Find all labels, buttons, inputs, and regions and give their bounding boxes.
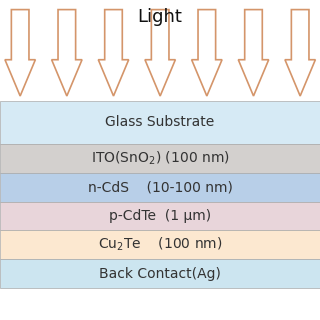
Polygon shape bbox=[98, 10, 129, 96]
Text: n-CdS    (10-100 nm): n-CdS (10-100 nm) bbox=[88, 180, 232, 194]
Polygon shape bbox=[238, 10, 269, 96]
Polygon shape bbox=[285, 10, 315, 96]
Bar bbox=[0, 259, 320, 288]
Text: p-CdTe  (1 μm): p-CdTe (1 μm) bbox=[109, 209, 211, 223]
Bar bbox=[0, 144, 320, 173]
Polygon shape bbox=[5, 10, 35, 96]
Polygon shape bbox=[145, 10, 175, 96]
Text: Back Contact(Ag): Back Contact(Ag) bbox=[99, 267, 221, 281]
Text: ITO(SnO$_2$) (100 nm): ITO(SnO$_2$) (100 nm) bbox=[91, 150, 229, 167]
Bar bbox=[0, 202, 320, 230]
Bar bbox=[0, 173, 320, 202]
Bar bbox=[0, 230, 320, 259]
Bar bbox=[0, 101, 320, 144]
Text: Glass Substrate: Glass Substrate bbox=[105, 116, 215, 129]
Text: Light: Light bbox=[138, 8, 182, 26]
Polygon shape bbox=[52, 10, 82, 96]
Text: Cu$_2$Te    (100 nm): Cu$_2$Te (100 nm) bbox=[98, 236, 222, 253]
Polygon shape bbox=[192, 10, 222, 96]
